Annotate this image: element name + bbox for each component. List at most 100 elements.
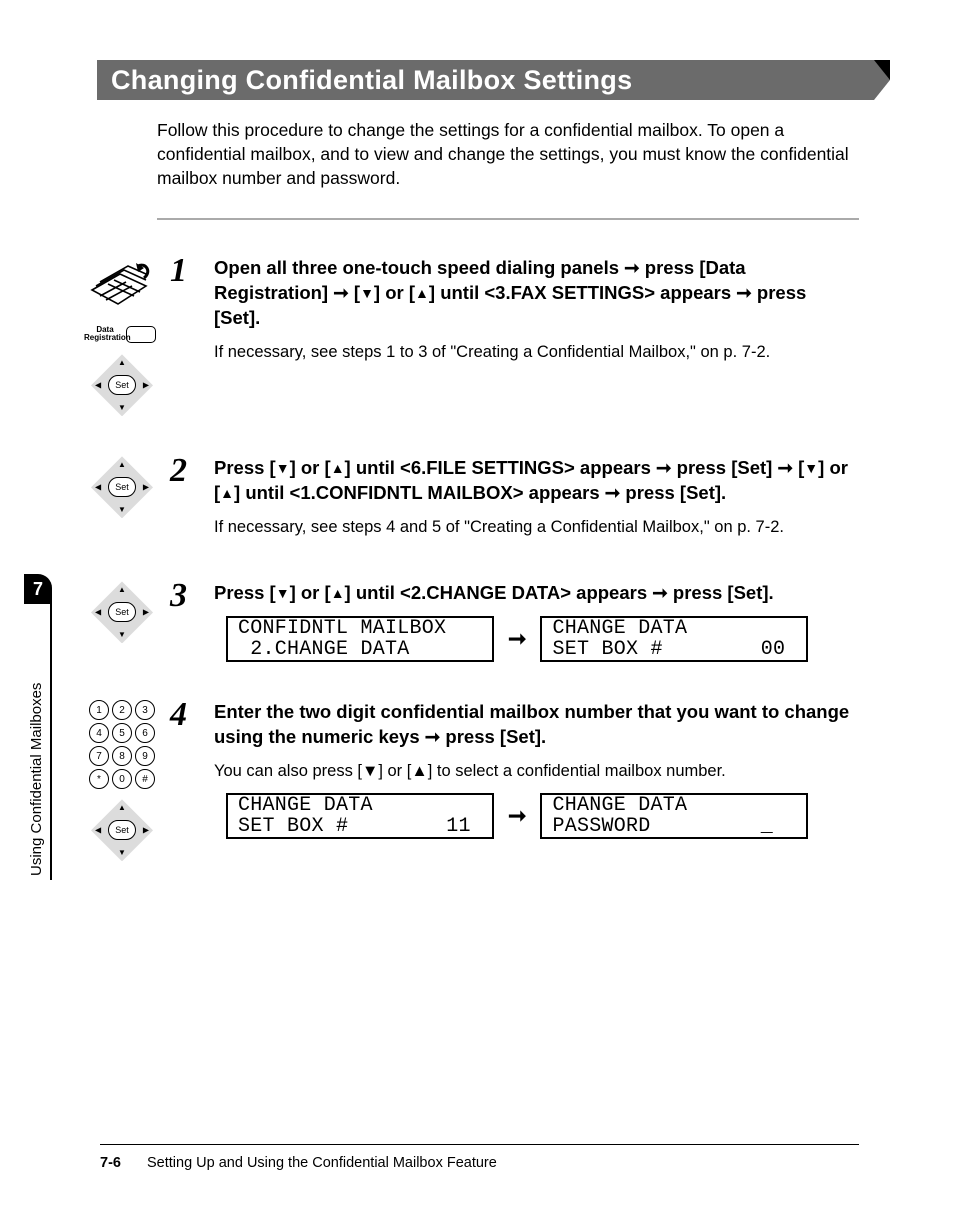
arrow-icon: ➞ xyxy=(652,582,668,603)
dpad-right-icon: ▶ xyxy=(143,608,149,617)
numeric-keypad-icon: 1 2 3 4 5 6 7 8 9 * 0 # xyxy=(89,700,155,789)
set-dpad-icon: ▲ ▼ ◀ ▶ Set xyxy=(91,581,153,643)
up-triangle-icon: ▲ xyxy=(331,585,345,601)
t: ] or [ xyxy=(374,282,415,303)
lcd-line: SET BOX # 11 xyxy=(238,816,482,837)
arrow-icon: ➞ xyxy=(624,257,640,278)
page: Changing Confidential Mailbox Settings F… xyxy=(0,0,954,861)
set-button-icon: Set xyxy=(108,375,136,395)
key-icon: 0 xyxy=(112,769,132,789)
arrow-icon: ➞ xyxy=(508,626,526,652)
down-triangle-icon: ▼ xyxy=(360,285,374,301)
dpad-down-icon: ▼ xyxy=(118,505,126,514)
dpad-up-icon: ▲ xyxy=(118,585,126,594)
key-icon: * xyxy=(89,769,109,789)
t: press [Set] xyxy=(672,457,778,478)
banner-title: Changing Confidential Mailbox Settings xyxy=(97,65,632,96)
step-4-body: Enter the two digit confidential mailbox… xyxy=(214,700,859,861)
step-3: ▲ ▼ ◀ ▶ Set 3 Press [▼] or [▲] until <2.… xyxy=(0,581,859,666)
down-triangle-icon: ▼ xyxy=(804,460,818,476)
dpad-up-icon: ▲ xyxy=(118,358,126,367)
lcd-display: CHANGE DATAPASSWORD _ xyxy=(540,793,808,839)
lcd-line: SET BOX # 00 xyxy=(552,639,796,660)
footer-row: 7-6 Setting Up and Using the Confidentia… xyxy=(100,1155,859,1171)
intro-paragraph: Follow this procedure to change the sett… xyxy=(157,118,859,190)
chapter-tab: 7 Using Confidential Mailboxes xyxy=(24,574,52,880)
arrow-icon: ➞ xyxy=(736,282,752,303)
data-registration-button-icon: Data Registration xyxy=(84,324,160,344)
chapter-tab-body: Using Confidential Mailboxes xyxy=(24,604,52,880)
lcd-line: CHANGE DATA xyxy=(552,618,796,639)
step-1-title: Open all three one-touch speed dialing p… xyxy=(214,256,855,331)
key-icon: 6 xyxy=(135,723,155,743)
banner-arrow-icon xyxy=(874,60,890,100)
up-triangle-icon: ▲ xyxy=(411,762,427,780)
lcd-display: CHANGE DATASET BOX # 11 xyxy=(226,793,494,839)
arrow-icon: ➞ xyxy=(656,457,672,478)
arrow-icon: ➞ xyxy=(777,457,793,478)
up-triangle-icon: ▲ xyxy=(220,485,234,501)
arrow-icon: ➞ xyxy=(333,282,349,303)
section-banner: Changing Confidential Mailbox Settings xyxy=(97,60,874,100)
step-2-para: If necessary, see steps 4 and 5 of "Crea… xyxy=(214,516,855,539)
step-4-title: Enter the two digit confidential mailbox… xyxy=(214,700,855,750)
step-2-number: 2 xyxy=(170,454,204,545)
set-button-icon: Set xyxy=(108,477,136,497)
step-1-icons: Data Registration ▲ ▼ ◀ ▶ Set xyxy=(0,256,160,416)
dpad-down-icon: ▼ xyxy=(118,403,126,412)
step-4-lcd-row: CHANGE DATASET BOX # 11 ➞ CHANGE DATAPAS… xyxy=(226,793,855,839)
step-1-body: Open all three one-touch speed dialing p… xyxy=(214,256,859,416)
step-3-lcd-row: CONFIDNTL MAILBOX 2.CHANGE DATA ➞ CHANGE… xyxy=(226,616,855,662)
down-triangle-icon: ▼ xyxy=(276,585,290,601)
t: Press [ xyxy=(214,457,276,478)
key-icon: 3 xyxy=(135,700,155,720)
t: ] until <2.CHANGE DATA> appears xyxy=(345,582,653,603)
t: press [Set]. xyxy=(620,482,726,503)
key-icon: 2 xyxy=(112,700,132,720)
panels-icon xyxy=(86,256,158,314)
set-button-icon: Set xyxy=(108,820,136,840)
dpad-left-icon: ◀ xyxy=(95,608,101,617)
key-icon: # xyxy=(135,769,155,789)
t: Press [ xyxy=(214,582,276,603)
key-icon: 9 xyxy=(135,746,155,766)
t: press [Set]. xyxy=(440,726,546,747)
dpad-right-icon: ▶ xyxy=(143,381,149,390)
dpad-left-icon: ◀ xyxy=(95,381,101,390)
step-1-para: If necessary, see steps 1 to 3 of "Creat… xyxy=(214,341,855,364)
chapter-number: 7 xyxy=(24,574,52,604)
dpad-down-icon: ▼ xyxy=(118,848,126,857)
up-triangle-icon: ▲ xyxy=(331,460,345,476)
t: ] until <6.FILE SETTINGS> appears xyxy=(345,457,656,478)
down-triangle-icon: ▼ xyxy=(362,762,378,780)
arrow-icon: ➞ xyxy=(605,482,621,503)
arrow-icon: ➞ xyxy=(425,726,441,747)
step-3-number: 3 xyxy=(170,579,204,664)
lcd-display: CONFIDNTL MAILBOX 2.CHANGE DATA xyxy=(226,616,494,662)
dpad-right-icon: ▶ xyxy=(143,826,149,835)
step-2-icons: ▲ ▼ ◀ ▶ Set xyxy=(0,456,160,547)
data-registration-label: Data Registration xyxy=(84,326,126,342)
t: ] to select a confidential mailbox numbe… xyxy=(428,762,726,780)
lcd-line: CHANGE DATA xyxy=(238,795,482,816)
set-button-icon: Set xyxy=(108,602,136,622)
step-2-title: Press [▼] or [▲] until <6.FILE SETTINGS>… xyxy=(214,456,855,506)
dpad-left-icon: ◀ xyxy=(95,483,101,492)
lcd-line: CHANGE DATA xyxy=(552,795,796,816)
up-triangle-icon: ▲ xyxy=(415,285,429,301)
footer-rule xyxy=(100,1144,859,1145)
arrow-icon: ➞ xyxy=(508,803,526,829)
t: ] until <1.CONFIDNTL MAILBOX> appears xyxy=(234,482,605,503)
page-number: 7-6 xyxy=(100,1155,121,1171)
t: ] or [ xyxy=(290,582,331,603)
key-icon: 8 xyxy=(112,746,132,766)
step-3-body: Press [▼] or [▲] until <2.CHANGE DATA> a… xyxy=(214,581,859,666)
dpad-right-icon: ▶ xyxy=(143,483,149,492)
set-dpad-icon: ▲ ▼ ◀ ▶ Set xyxy=(91,799,153,861)
step-4: 1 2 3 4 5 6 7 8 9 * 0 # ▲ ▼ ◀ ▶ Set 4 xyxy=(0,700,859,861)
lcd-display: CHANGE DATASET BOX # 00 xyxy=(540,616,808,662)
lcd-line: 2.CHANGE DATA xyxy=(238,639,482,660)
divider xyxy=(157,218,859,220)
dpad-up-icon: ▲ xyxy=(118,460,126,469)
step-2: ▲ ▼ ◀ ▶ Set 2 Press [▼] or [▲] until <6.… xyxy=(0,456,859,547)
